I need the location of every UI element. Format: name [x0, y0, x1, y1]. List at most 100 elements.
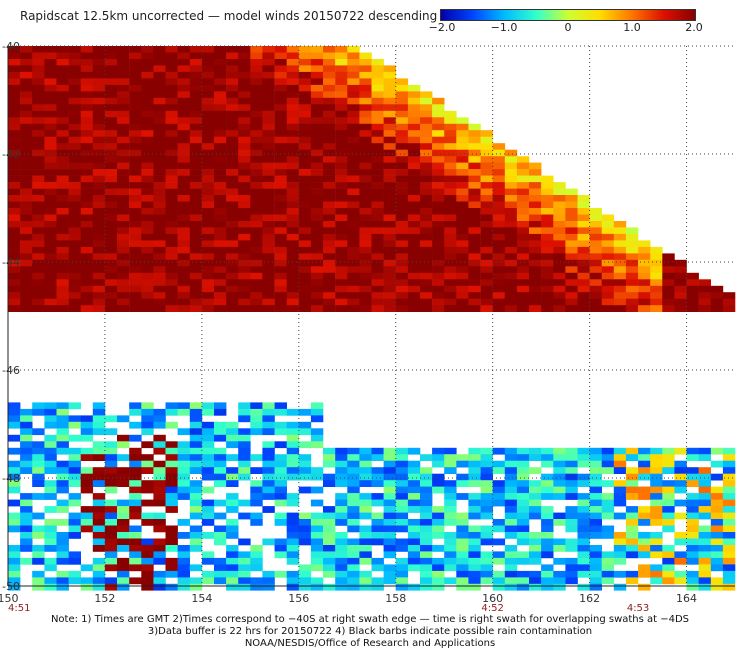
heatmap-cell	[698, 292, 711, 299]
heatmap-cell	[32, 104, 45, 112]
heatmap-cell	[395, 570, 409, 578]
heatmap-cell	[553, 557, 566, 565]
heatmap-cell	[201, 551, 215, 559]
heatmap-cell	[383, 195, 396, 202]
heatmap-cell	[44, 149, 57, 157]
heatmap-cell	[32, 182, 45, 189]
heatmap-cell	[565, 519, 578, 526]
heatmap-cell	[638, 519, 651, 526]
heatmap-cell	[432, 519, 445, 526]
heatmap-cell	[214, 233, 227, 241]
heatmap-cell	[323, 59, 336, 66]
heatmap-cell	[165, 486, 178, 494]
heatmap-cell	[286, 253, 300, 261]
heatmap-cell	[104, 91, 118, 99]
heatmap-cell	[56, 188, 69, 196]
heatmap-cell	[516, 551, 530, 559]
heatmap-cell	[383, 130, 396, 137]
heatmap-cell	[117, 434, 130, 442]
heatmap-cell	[323, 156, 336, 163]
heatmap-cell	[638, 253, 651, 261]
heatmap-cell	[298, 570, 312, 578]
heatmap-cell	[577, 214, 590, 222]
heatmap-cell	[286, 285, 300, 293]
heatmap-cell	[250, 493, 263, 500]
heatmap-cell	[8, 583, 21, 591]
heatmap-cell	[310, 428, 324, 436]
heatmap-cell	[492, 298, 506, 306]
heatmap-cell	[480, 292, 493, 299]
heatmap-cell	[165, 97, 178, 105]
heatmap-cell	[359, 272, 372, 280]
heatmap-cell	[371, 298, 384, 306]
heatmap-cell	[20, 525, 33, 533]
heatmap-cell	[298, 227, 312, 235]
heatmap-cell	[92, 46, 106, 53]
heatmap-cell	[286, 65, 300, 73]
heatmap-cell	[577, 233, 590, 241]
heatmap-cell	[347, 240, 360, 248]
heatmap-cell	[201, 259, 215, 267]
heatmap-cell	[395, 182, 409, 189]
heatmap-cell	[68, 298, 81, 306]
heatmap-cell	[395, 292, 409, 299]
heatmap-cell	[456, 149, 469, 157]
heatmap-cell	[238, 253, 251, 261]
heatmap-cell	[286, 447, 300, 455]
heatmap-cell	[20, 78, 33, 86]
heatmap-cell	[80, 285, 94, 293]
heatmap-cell	[323, 279, 336, 287]
heatmap-cell	[420, 532, 433, 539]
heatmap-cell	[20, 130, 33, 137]
heatmap-cell	[214, 570, 227, 578]
heatmap-cell	[92, 182, 106, 189]
heatmap-cell	[420, 240, 433, 248]
heatmap-cell	[262, 130, 275, 137]
heatmap-cell	[44, 441, 57, 449]
heatmap-cell	[456, 182, 469, 189]
heatmap-cell	[177, 246, 190, 254]
heatmap-cell	[371, 240, 384, 248]
heatmap-cell	[201, 175, 215, 183]
heatmap-cell	[32, 570, 45, 578]
heatmap-cell	[625, 292, 639, 299]
heatmap-cell	[516, 259, 530, 267]
heatmap-cell	[323, 305, 336, 312]
heatmap-cell	[674, 499, 687, 507]
heatmap-cell	[650, 253, 663, 261]
heatmap-cell	[395, 253, 409, 261]
heatmap-cell	[141, 415, 154, 423]
heatmap-cell	[298, 564, 312, 572]
heatmap-cell	[698, 551, 711, 559]
heatmap-cell	[214, 279, 227, 287]
heatmap-cell	[407, 551, 421, 559]
heatmap-cell	[577, 195, 590, 202]
heatmap-cell	[516, 305, 530, 312]
heatmap-cell	[480, 525, 493, 533]
heatmap-cell	[456, 266, 469, 274]
heatmap-cell	[104, 292, 118, 299]
heatmap-cell	[141, 84, 154, 92]
heatmap-cell	[335, 467, 348, 474]
heatmap-cell	[262, 208, 275, 215]
heatmap-cell	[214, 110, 227, 118]
heatmap-cell	[214, 434, 227, 442]
heatmap-cell	[80, 59, 94, 66]
heatmap-cell	[214, 499, 227, 507]
heatmap-cell	[625, 538, 639, 546]
heatmap-cell	[56, 143, 69, 150]
heatmap-cell	[553, 292, 566, 299]
heatmap-cell	[662, 512, 675, 520]
heatmap-cell	[141, 557, 154, 565]
heatmap-cell	[553, 253, 566, 261]
heatmap-cell	[189, 415, 203, 423]
heatmap-cell	[32, 156, 45, 163]
heatmap-cell	[492, 175, 506, 183]
heatmap-cell	[722, 493, 736, 500]
heatmap-cell	[92, 512, 106, 520]
heatmap-cell	[44, 156, 57, 163]
heatmap-cell	[432, 279, 445, 287]
heatmap-cell	[226, 421, 239, 429]
heatmap-cell	[165, 46, 178, 53]
heatmap-cell	[250, 188, 263, 196]
